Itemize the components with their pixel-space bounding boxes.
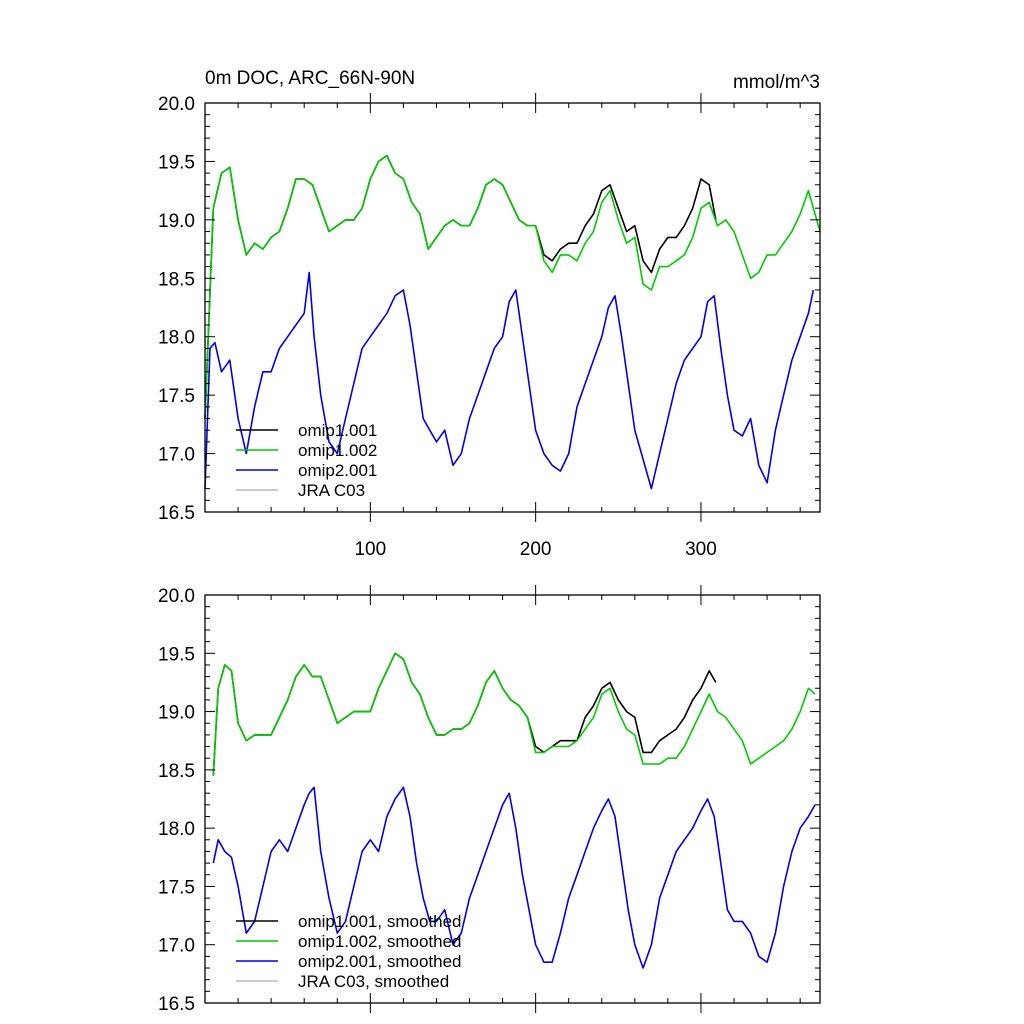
y-tick-label: 19.0 [158,703,195,724]
y-tick-label: 20.0 [158,586,195,607]
legend-label: omip1.001 [298,421,377,440]
top-panel: 16.5 17.0 17.5 18.0 18.5 19.0 19.5 20.0 100 200 30… [158,93,821,560]
y-tick-label: 18.0 [158,328,195,349]
x-tick-label: 200 [520,539,552,560]
y-tick-label: 17.5 [158,877,195,898]
legend-label: omip1.002, smoothed [298,932,462,951]
x-tick-label: 100 [354,539,386,560]
y-tick-label: 19.5 [158,644,195,665]
y-tick-label: 16.5 [158,503,195,524]
y-tick-label: 19.0 [158,211,195,232]
series-line-omip1-002 [204,154,821,419]
y-tick-label: 18.5 [158,761,195,782]
legend-label: JRA C03, smoothed [298,972,449,991]
plot-frame [204,102,821,513]
units-label: mmol/m^3 [733,72,820,93]
y-tick-label: 20.0 [158,94,195,115]
legend-label: omip2.001, smoothed [298,952,462,971]
series-line-omip1-002-smoothed [212,652,816,776]
bottom-panel: 16.5 17.0 17.5 18.0 18.5 19.0 19.5 20.0 omip1.00… [158,585,821,1015]
y-tick-label: 19.5 [158,152,195,173]
legend-label: omip2.001 [298,461,377,480]
y-tick-label: 17.0 [158,936,195,957]
series-line-omip1-001 [204,154,717,419]
legend-label: omip1.002 [298,441,377,460]
x-tick-label: 300 [685,539,717,560]
y-tick-label: 18.5 [158,269,195,290]
y-tick-label: 16.5 [158,994,195,1015]
plot-frame [204,594,821,1004]
series-line-omip2-001-smoothed [212,786,816,969]
legend-label: omip1.001, smoothed [298,912,462,931]
y-tick-label: 17.0 [158,445,195,466]
legend-label: JRA C03 [298,481,365,500]
y-tick-label: 18.0 [158,819,195,840]
series-line-omip2-001 [204,271,815,490]
chart-title: 0m DOC, ARC_66N-90N [205,68,415,89]
y-tick-label: 17.5 [158,386,195,407]
